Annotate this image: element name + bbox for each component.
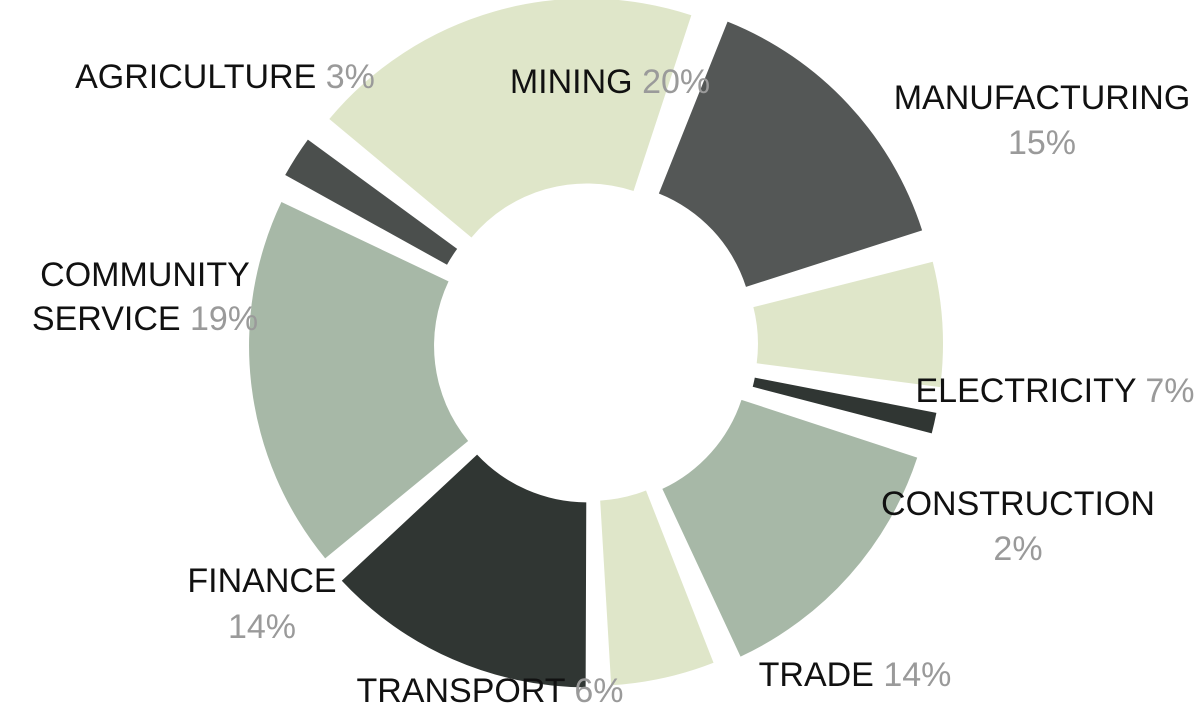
label-electricity-line-1: ELECTRICITY 7%	[915, 372, 1194, 410]
label-agriculture-line-1: AGRICULTURE 3%	[75, 58, 375, 96]
label-trade-line-1: TRADE 14%	[759, 656, 952, 694]
label-transport-line-1: TRANSPORT 6%	[356, 672, 623, 710]
slice-community-service	[249, 202, 469, 559]
label-construction-line-1: CONSTRUCTION	[881, 485, 1155, 523]
label-construction-line-2: 2%	[993, 530, 1042, 568]
slice-construction	[752, 377, 937, 434]
label-manufacturing-line-1: MANUFACTURING	[894, 79, 1191, 117]
slices-group	[249, 0, 943, 688]
slice-electricity	[753, 261, 943, 388]
slice-mining	[329, 0, 692, 238]
slice-transport	[600, 490, 714, 686]
labels-group: MINING 20% MANUFACTURING 15% ELECTRICITY 7%…	[32, 58, 1195, 710]
label-finance-line-2: 14%	[228, 608, 296, 646]
slice-trade	[662, 399, 918, 657]
label-manufacturing-line-2: 15%	[1008, 124, 1076, 162]
slice-manufacturing	[658, 21, 923, 287]
slice-finance	[341, 454, 587, 688]
label-community-service-line-1: COMMUNITY	[40, 256, 250, 294]
label-finance-line-1: FINANCE	[187, 562, 336, 600]
label-mining-line-1: MINING 20%	[510, 63, 710, 101]
slice-agriculture	[285, 139, 458, 265]
label-community-service-line-2: SERVICE 19%	[32, 300, 258, 338]
